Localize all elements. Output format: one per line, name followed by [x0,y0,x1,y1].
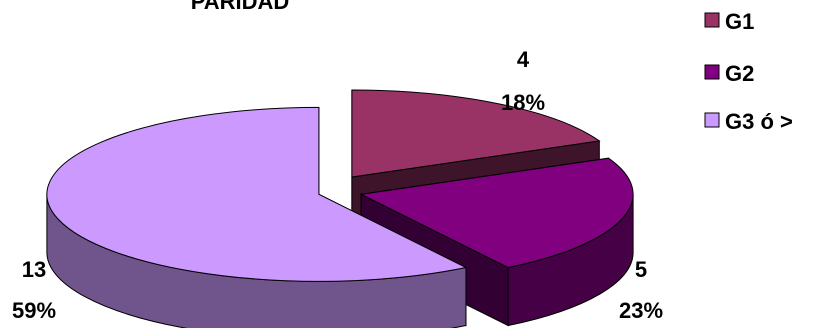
legend-swatch-g2 [704,64,720,80]
slice-g1-percent-label: 18% [501,90,545,115]
legend-label-g2: G2 [725,61,754,86]
slice-g1-top [351,89,601,178]
slice-g2-percent-label: 23% [619,298,663,323]
slice-g2-value-label: 5 [635,257,647,282]
slice-g2-top [359,157,634,269]
slice-g1-value-label: 4 [517,47,530,72]
legend-label-g1: G1 [725,9,754,34]
pie-tops [46,89,634,282]
legend-label-g3: G3 ó > [725,109,793,134]
slice-g3-top [46,106,468,282]
slice-g3-value-label: 13 [22,257,46,282]
legend: G1 G2 G3 ó > [704,9,793,134]
legend-swatch-g3 [704,112,720,128]
slice-g3-percent-label: 59% [12,298,56,323]
chart-title: PARIDAD [191,0,290,14]
legend-swatch-g1 [704,12,720,28]
